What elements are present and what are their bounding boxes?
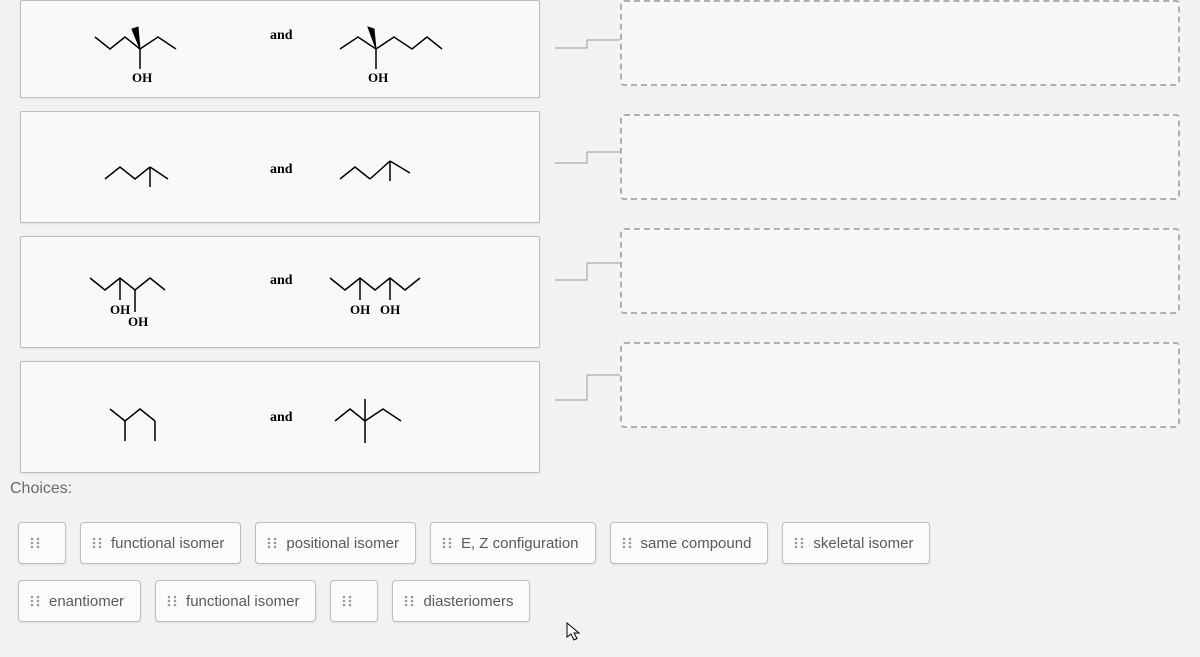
grip-icon [29, 536, 41, 550]
structure-box-4: and [20, 361, 540, 473]
dropzone-column [620, 0, 1180, 456]
oh-label: OH [380, 302, 400, 317]
structure-svg-2: and [70, 121, 490, 213]
structure-svg-3: OH OH and OH OH [70, 246, 490, 338]
choice-label: functional isomer [186, 593, 299, 610]
choice-skeletal-isomer[interactable]: skeletal isomer [782, 522, 930, 564]
choice-functional-isomer-2[interactable]: functional isomer [155, 580, 316, 622]
connector-bracket [555, 0, 620, 480]
grip-icon [793, 536, 805, 550]
choice-label: enantiomer [49, 593, 124, 610]
grip-icon [441, 536, 453, 550]
structure-svg-4: and [70, 371, 490, 463]
oh-label: OH [132, 70, 152, 85]
drop-zone-4[interactable] [620, 342, 1180, 428]
choice-label: diasteriomers [423, 593, 513, 610]
grip-icon [29, 594, 41, 608]
drop-zone-1[interactable] [620, 0, 1180, 86]
choices-row-2: enantiomer functional isomer diasteriome… [18, 580, 530, 622]
choice-ez-configuration[interactable]: E, Z configuration [430, 522, 596, 564]
structure-svg-1: OH and OH [70, 3, 490, 95]
grip-icon [341, 594, 353, 608]
choices-row-1: functional isomer positional isomer E, Z… [18, 522, 930, 564]
and-label-3: and [270, 273, 293, 288]
and-label-1: and [270, 28, 293, 43]
choice-blank-2[interactable] [330, 580, 378, 622]
and-label-2: and [270, 162, 293, 177]
choices-label: Choices: [10, 480, 72, 498]
choice-enantiomer[interactable]: enantiomer [18, 580, 141, 622]
choice-same-compound[interactable]: same compound [610, 522, 769, 564]
oh-label: OH [350, 302, 370, 317]
grip-icon [166, 594, 178, 608]
structure-box-3: OH OH and OH OH [20, 236, 540, 348]
choice-label: functional isomer [111, 535, 224, 552]
cursor-icon [564, 622, 584, 642]
structure-box-2: and [20, 111, 540, 223]
grip-icon [91, 536, 103, 550]
choice-diastereomers[interactable]: diasteriomers [392, 580, 530, 622]
choice-label: E, Z configuration [461, 535, 579, 552]
choice-label: same compound [641, 535, 752, 552]
oh-label: OH [368, 70, 388, 85]
drop-zone-3[interactable] [620, 228, 1180, 314]
grip-icon [266, 536, 278, 550]
choice-positional-isomer[interactable]: positional isomer [255, 522, 416, 564]
choice-blank-1[interactable] [18, 522, 66, 564]
choice-functional-isomer[interactable]: functional isomer [80, 522, 241, 564]
structure-column: OH and OH [20, 0, 540, 486]
and-label-4: and [270, 410, 293, 425]
grip-icon [403, 594, 415, 608]
grip-icon [621, 536, 633, 550]
choice-label: positional isomer [286, 535, 399, 552]
drop-zone-2[interactable] [620, 114, 1180, 200]
choice-label: skeletal isomer [813, 535, 913, 552]
structure-box-1: OH and OH [20, 0, 540, 98]
oh-label: OH [128, 314, 148, 329]
